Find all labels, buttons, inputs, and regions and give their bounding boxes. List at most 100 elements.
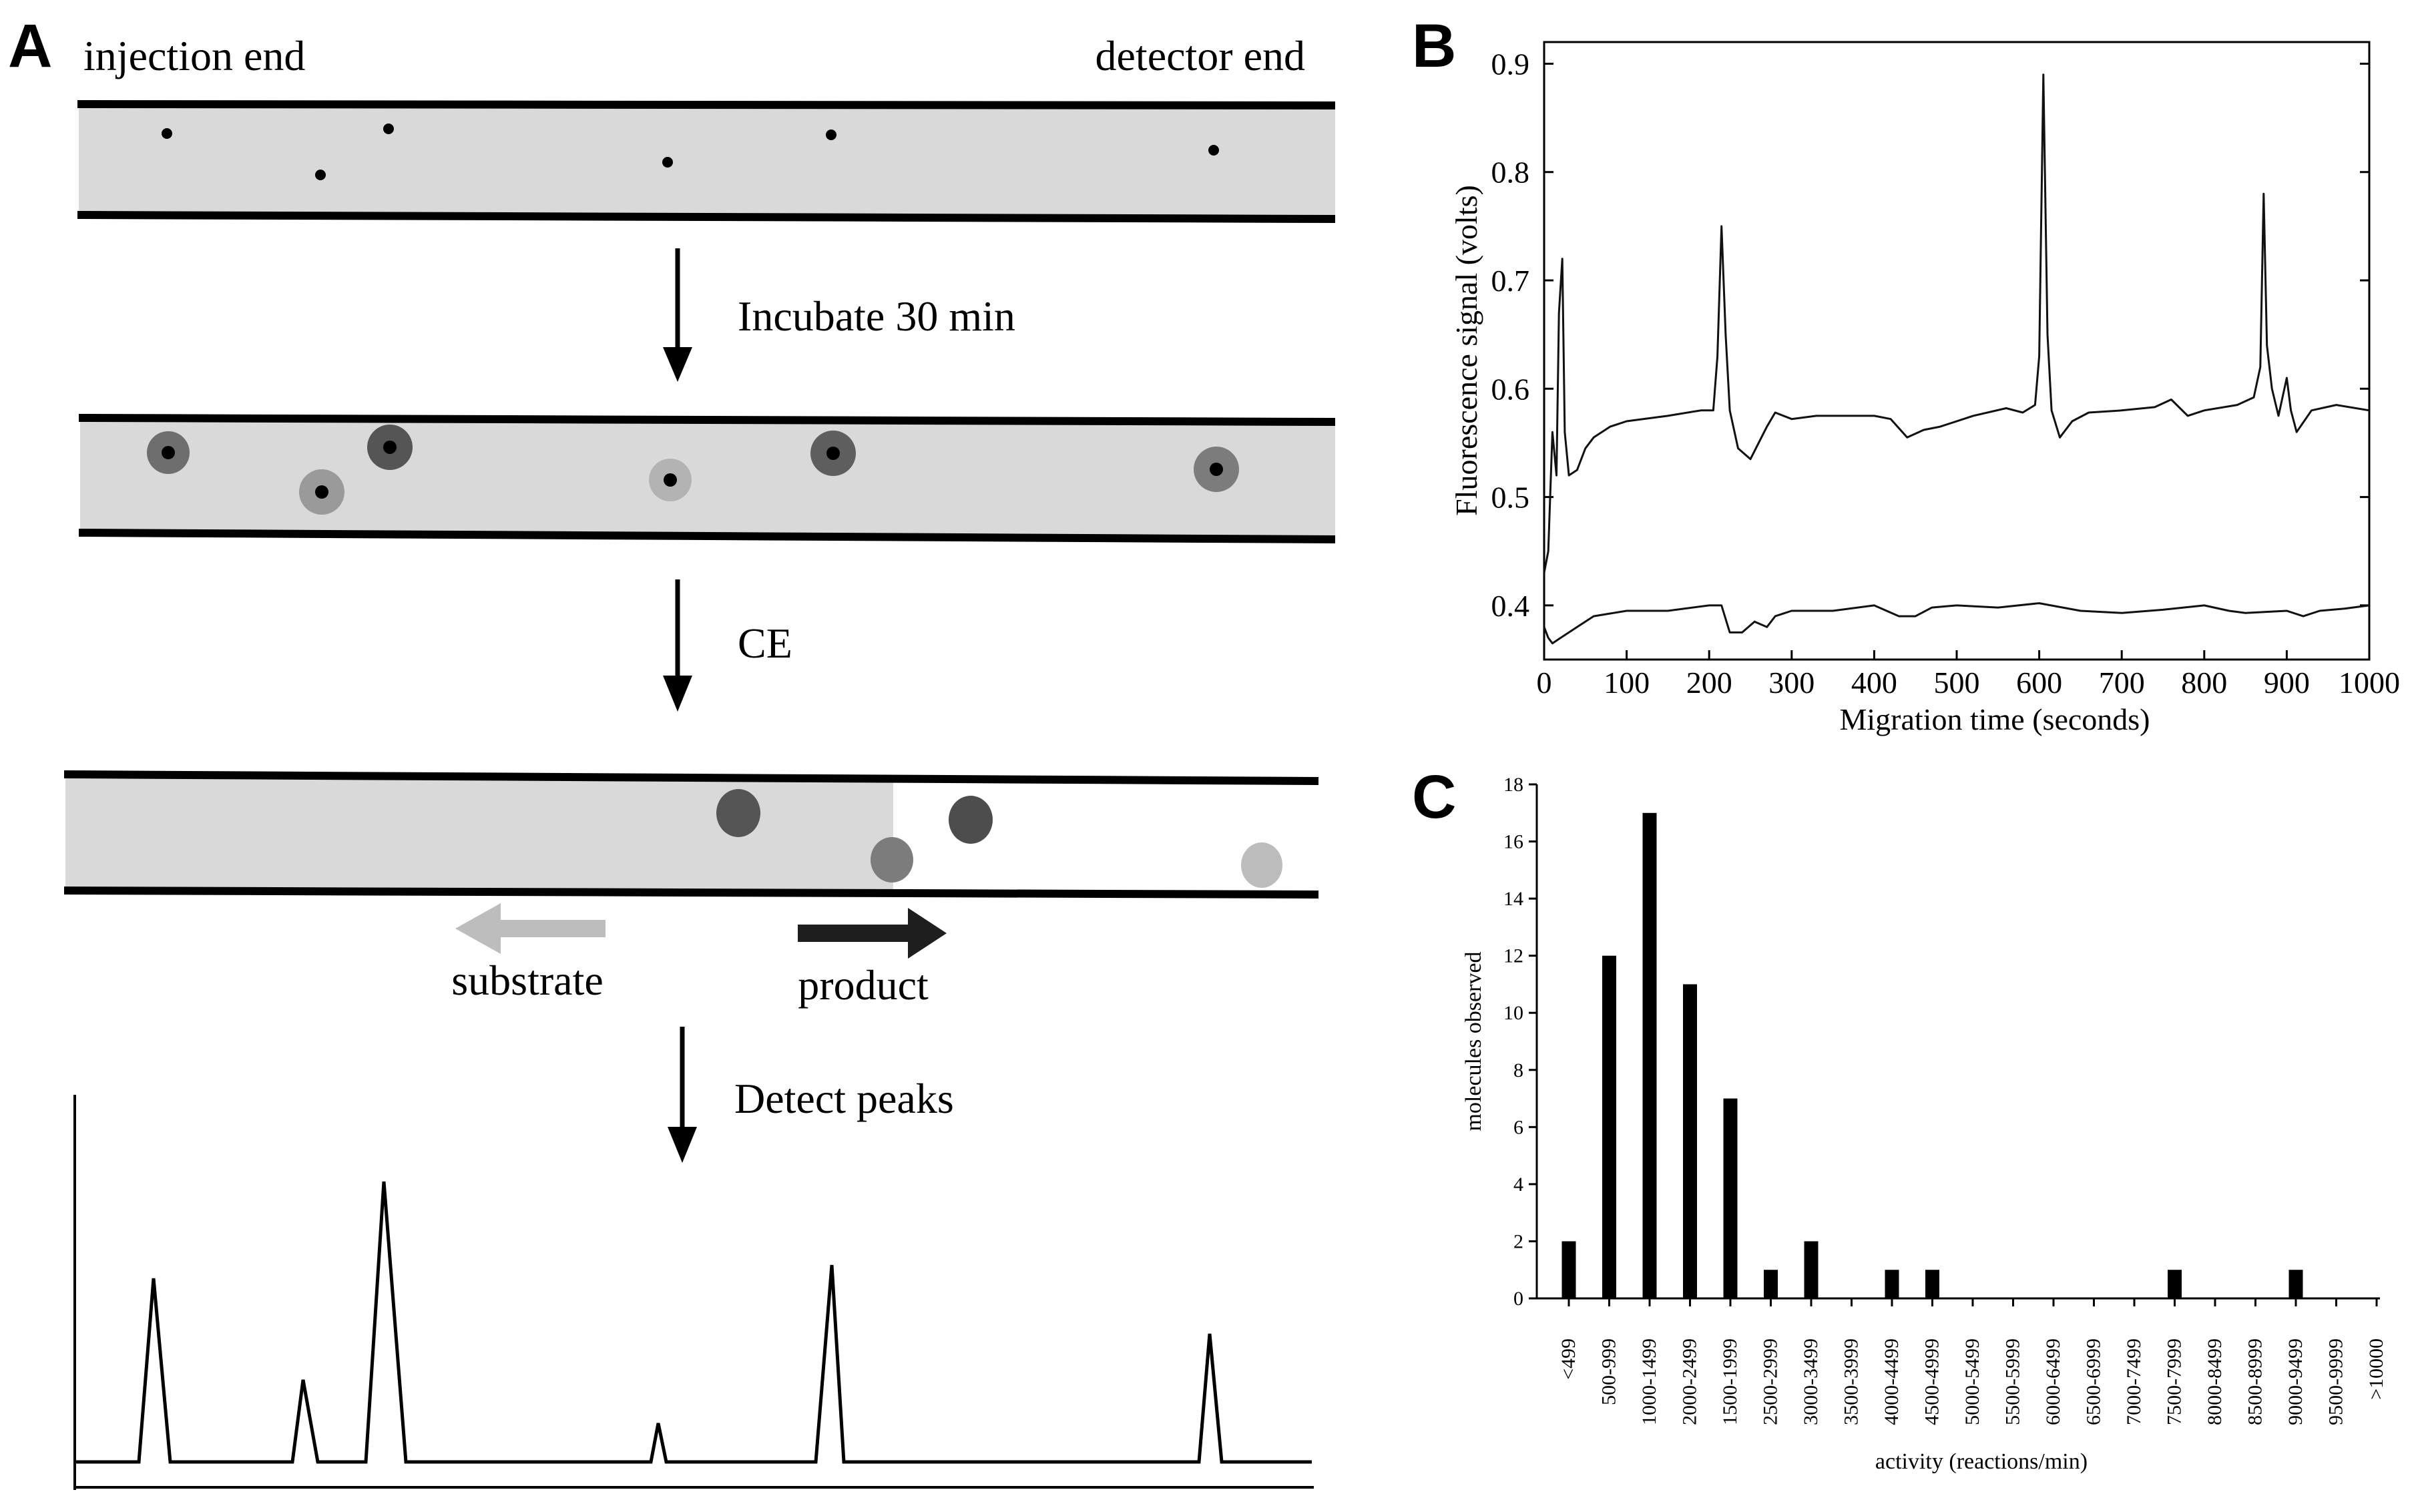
x-tick-label: 7500-7999: [2164, 1338, 2186, 1425]
plot-frame: [1543, 41, 2371, 661]
capillary-wall-top: [78, 414, 1336, 426]
capillary-wall-top: [63, 770, 1319, 785]
capillary-wall-bottom: [63, 887, 1319, 899]
product-halo: [147, 431, 190, 474]
panel-b: B 0.4 0.5 0.6 0.7 0.8 0.9 0 100 200 300 400 500 600…: [1412, 12, 2400, 736]
x-tick-label: >10000: [2365, 1338, 2387, 1400]
product-zone: [871, 837, 913, 883]
capillary-fill: [79, 104, 1335, 218]
x-tick-label: 5500-5999: [2002, 1338, 2024, 1425]
x-tick-label: 1000-1499: [1638, 1338, 1660, 1425]
x-tick-label: 400: [1851, 666, 1897, 700]
x-tick-label: 1000: [2339, 666, 2400, 700]
x-tick-label: 9000-9499: [2284, 1338, 2307, 1425]
y-tick-label: 12: [1503, 945, 1523, 967]
y-axis-label: Fluorescence signal (volts): [1449, 185, 1483, 516]
capillary-initial: [77, 100, 1336, 223]
product-halo: [299, 469, 344, 515]
enzyme-molecule: [662, 157, 673, 168]
capillary-wall-bottom: [77, 211, 1336, 223]
series-line: [1543, 602, 2370, 645]
x-tick-label: 600: [2016, 666, 2062, 700]
product-halo: [649, 459, 692, 501]
x-tick-label: 1500-1999: [1719, 1338, 1741, 1425]
bar: [1885, 1270, 1899, 1298]
enzyme-molecule: [826, 130, 836, 140]
capillary-incubated: [78, 414, 1336, 543]
x-tick-label: 4500-4999: [1921, 1338, 1943, 1425]
x-tick-label: 900: [2264, 666, 2310, 700]
y-tick-label: 0.6: [1491, 372, 1530, 406]
bars-group: [1561, 812, 2303, 1298]
x-tick-label: 5000-5499: [1961, 1338, 1983, 1425]
y-tick-label: 8: [1513, 1059, 1523, 1081]
x-tick-label: 3000-3499: [1800, 1338, 1822, 1425]
product-halo: [1194, 447, 1239, 492]
x-tick-label: 0: [1537, 666, 1552, 700]
product-halo: [367, 425, 413, 470]
panel-c: C 0 2 4 6 8 10 12 14 16 18 <499 500-999 1000-1499 20…: [1412, 763, 2387, 1474]
enzyme-molecule: [383, 123, 394, 134]
x-tick-label: 7000-7499: [2123, 1338, 2145, 1425]
detector-end-label: detector end: [1096, 32, 1306, 79]
bar: [1925, 1270, 1939, 1298]
bar: [1683, 984, 1697, 1298]
product-arrow: [798, 908, 947, 959]
bar: [1764, 1270, 1778, 1298]
bar: [1561, 1241, 1576, 1298]
series-group: [1543, 73, 2370, 645]
y-tick-label: 4: [1513, 1174, 1523, 1196]
panel-c-letter: C: [1412, 763, 1456, 831]
x-tick-label: 300: [1768, 666, 1815, 700]
bar: [1804, 1241, 1819, 1298]
bar: [1642, 812, 1657, 1298]
panel-a: A injection end detector end Incubate 30…: [8, 12, 1336, 1490]
product-halo: [810, 431, 856, 476]
bar: [2168, 1270, 2182, 1298]
x-tick-label: 2000-2499: [1679, 1338, 1701, 1425]
x-tick-label: 4000-4499: [1881, 1338, 1903, 1425]
product-zone: [716, 789, 760, 837]
panel-a-letter: A: [8, 12, 52, 80]
x-axis-label: Migration time (seconds): [1839, 702, 2150, 736]
substrate-arrow: [455, 903, 606, 954]
y-tick-label: 0.7: [1491, 264, 1530, 298]
step-detect-label: Detect peaks: [734, 1075, 954, 1122]
enzyme-molecule: [315, 170, 326, 180]
y-tick-label: 18: [1503, 774, 1523, 796]
x-tick-label: 500: [1934, 666, 1980, 700]
y-tick-label: 0.5: [1491, 481, 1530, 515]
injection-end-label: injection end: [83, 32, 305, 79]
x-tick-label: 8000-8499: [2204, 1338, 2226, 1425]
x-tick-label: 800: [2181, 666, 2227, 700]
enzyme-molecule: [162, 128, 172, 139]
x-tick-label: 200: [1686, 666, 1732, 700]
x-tick-label: 6000-6499: [2042, 1338, 2064, 1425]
y-tick-label: 0.4: [1491, 589, 1530, 623]
capillary-wall-bottom: [78, 529, 1336, 543]
y-tick-label: 14: [1503, 888, 1523, 910]
bar: [1602, 955, 1616, 1298]
capillary-fill: [65, 777, 893, 892]
y-tick-label: 0: [1513, 1288, 1523, 1310]
step-incubate-label: Incubate 30 min: [738, 292, 1015, 340]
y-axis-label: molecules observed: [1461, 951, 1486, 1131]
product-zone: [1241, 842, 1282, 888]
capillary-fill: [80, 419, 1335, 535]
bar: [1723, 1098, 1738, 1298]
y-tick-label: 0.9: [1491, 47, 1530, 81]
x-tick-label: 100: [1604, 666, 1650, 700]
y-tick-label: 2: [1513, 1230, 1523, 1252]
product-zone: [949, 796, 993, 844]
enzyme-molecule: [1208, 145, 1219, 156]
x-axis-label: activity (reactions/min): [1875, 1449, 2088, 1474]
product-label: product: [798, 961, 929, 1009]
x-tick-label: 6500-6999: [2083, 1338, 2105, 1425]
sketch-trace: [75, 1181, 1312, 1464]
x-tick-label: 700: [2099, 666, 2145, 700]
step-ce-label: CE: [738, 619, 792, 667]
arrow-detect: [668, 1027, 697, 1163]
x-axis: 0 100 200 300 400 500 600 700 800 900 1000: [1537, 650, 2400, 700]
x-axis: <499 500-999 1000-1499 2000-2499 1500-1999 25…: [1557, 1298, 2387, 1425]
x-tick-label: 9500-9999: [2325, 1338, 2347, 1425]
